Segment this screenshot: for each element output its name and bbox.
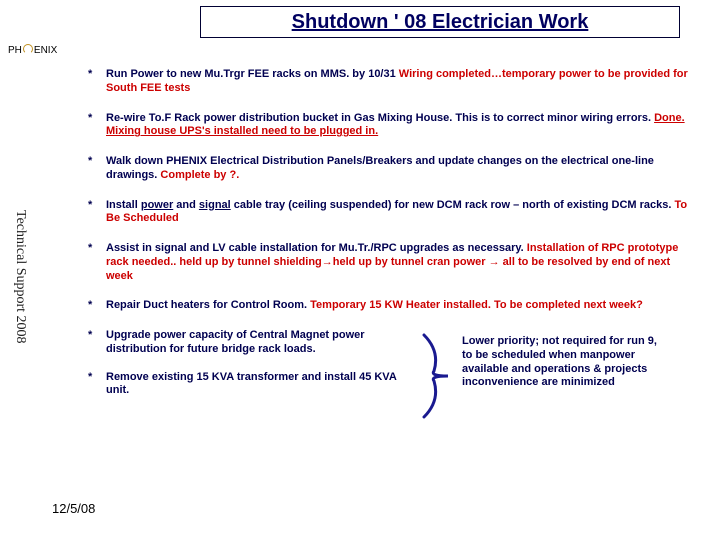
text: Assist in signal and LV cable installati… bbox=[106, 242, 527, 254]
lower-row: Upgrade power capacity of Central Magnet… bbox=[88, 329, 698, 421]
lower-left: Upgrade power capacity of Central Magnet… bbox=[88, 329, 418, 412]
list-item: Remove existing 15 KVA transformer and i… bbox=[88, 371, 418, 399]
text: Re-wire To.F Rack power distribution buc… bbox=[106, 112, 654, 124]
text: and bbox=[173, 199, 199, 211]
text: signal bbox=[199, 199, 231, 211]
status-text: Temporary 15 KW Heater installed. To be … bbox=[310, 299, 643, 311]
task-list-lower: Upgrade power capacity of Central Magnet… bbox=[88, 329, 418, 398]
bracket-icon bbox=[418, 329, 458, 421]
logo-ring-icon bbox=[23, 44, 33, 54]
list-item: Repair Duct heaters for Control Room. Te… bbox=[88, 299, 698, 313]
priority-note: Lower priority; not required for run 9, … bbox=[458, 329, 668, 390]
text: Repair Duct heaters for Control Room. bbox=[106, 299, 310, 311]
text: Remove existing 15 KVA transformer and i… bbox=[106, 371, 396, 397]
content-area: Run Power to new Mu.Trgr FEE racks on MM… bbox=[88, 68, 698, 421]
title-box: Shutdown ' 08 Electrician Work bbox=[200, 6, 680, 38]
text: Install bbox=[106, 199, 141, 211]
list-item: Run Power to new Mu.Trgr FEE racks on MM… bbox=[88, 68, 698, 96]
text: Run Power to new Mu.Trgr FEE racks on MM… bbox=[106, 68, 399, 80]
list-item: Upgrade power capacity of Central Magnet… bbox=[88, 329, 418, 357]
logo-left: PH bbox=[8, 45, 22, 56]
list-item: Walk down PHENIX Electrical Distribution… bbox=[88, 155, 698, 183]
text: Upgrade power capacity of Central Magnet… bbox=[106, 329, 365, 355]
phenix-logo: PH ENIX bbox=[8, 40, 68, 60]
list-item: Re-wire To.F Rack power distribution buc… bbox=[88, 112, 698, 140]
list-item: Assist in signal and LV cable installati… bbox=[88, 242, 698, 283]
status-text: Complete by ?. bbox=[160, 169, 239, 181]
list-item: Install power and signal cable tray (cei… bbox=[88, 199, 698, 227]
page-date: 12/5/08 bbox=[52, 501, 95, 516]
curly-brace-icon bbox=[418, 331, 458, 421]
sidebar-label: Technical Support 2008 bbox=[12, 210, 28, 344]
text: power bbox=[141, 199, 173, 211]
page-title: Shutdown ' 08 Electrician Work bbox=[292, 11, 589, 34]
text: cable tray (ceiling suspended) for new D… bbox=[231, 199, 675, 211]
task-list: Run Power to new Mu.Trgr FEE racks on MM… bbox=[88, 68, 698, 313]
logo-right: ENIX bbox=[34, 45, 57, 56]
